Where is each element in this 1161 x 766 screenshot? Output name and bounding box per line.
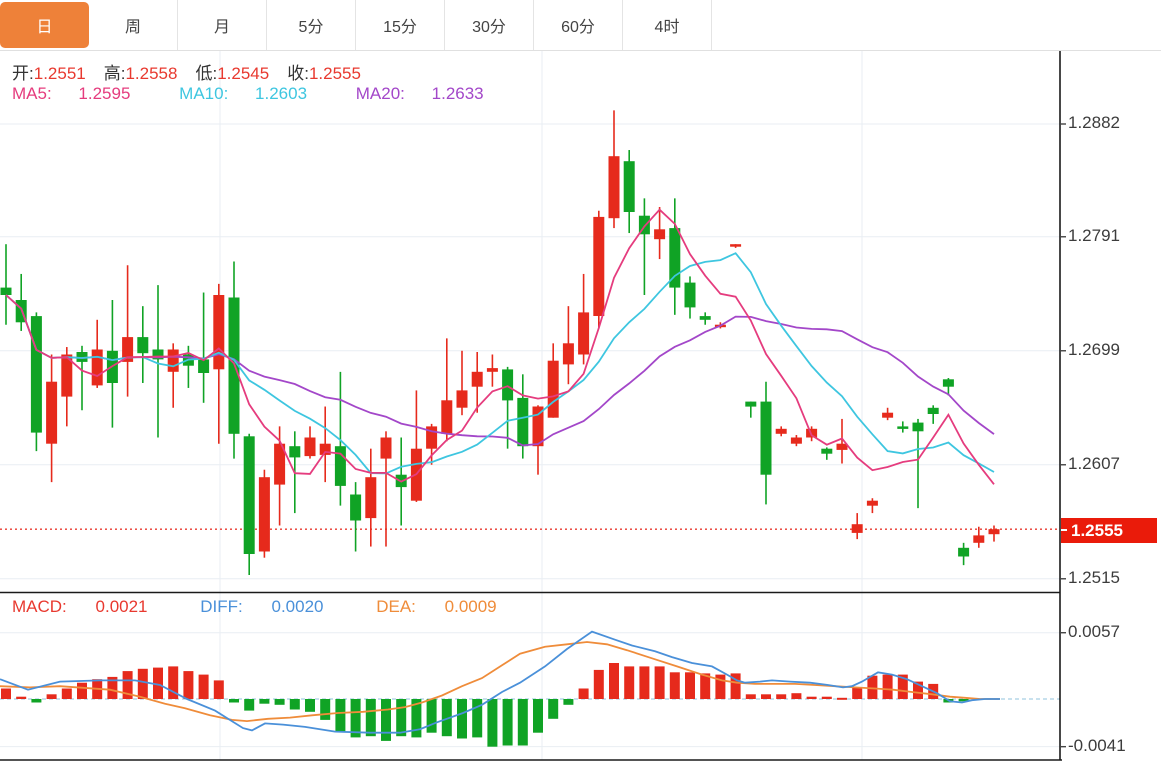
ma20-legend: MA20: 1.2633 (355, 84, 484, 103)
ohlc-header: 开:1.2551 高:1.2558 低:1.2545 收:1.2555 (12, 59, 379, 84)
close-value: 1.2555 (308, 64, 361, 83)
tab-15min[interactable]: 15分 (356, 0, 445, 50)
ma5-line (5, 208, 995, 485)
y-axis-label-1: 1.2882 (1068, 113, 1120, 132)
high-value: 1.2558 (125, 64, 178, 83)
macd-axis-label-1: 0.0057 (1068, 622, 1120, 641)
tab-month[interactable]: 月 (178, 0, 267, 50)
diff-legend: DIFF: 0.0020 (200, 597, 324, 616)
open-value: 1.2551 (33, 64, 86, 83)
dea-legend: DEA: 0.0009 (376, 597, 497, 616)
timeframe-tabbar: 日 周 月 5分 15分 30分 60分 4时 (0, 0, 1161, 51)
ma10-legend: MA10: 1.2603 (179, 84, 308, 103)
tab-day[interactable]: 日 (0, 2, 89, 48)
tab-60min[interactable]: 60分 (534, 0, 623, 50)
macd-axis-label-2: -0.0041 (1068, 736, 1126, 755)
low-label: 低: (195, 64, 218, 83)
tab-4hour[interactable]: 4时 (623, 0, 712, 50)
candles (0, 110, 1000, 576)
low-value: 1.2545 (217, 64, 270, 83)
macd-header: MACD: 0.0021 DIFF: 0.0020 DEA: 0.0009 (12, 597, 545, 617)
y-axis-label-4: 1.2607 (1068, 454, 1120, 473)
axis-borders (0, 50, 1066, 761)
tab-week[interactable]: 周 (89, 0, 178, 50)
ma10-line (5, 252, 995, 475)
y-axis-label-2: 1.2791 (1068, 226, 1120, 245)
y-axis-label-5: 1.2515 (1068, 568, 1120, 587)
y-axis-label-3: 1.2699 (1068, 340, 1120, 359)
diff-line (0, 630, 1000, 734)
current-price-badge: 1.2555 (1061, 518, 1157, 543)
tab-5min[interactable]: 5分 (267, 0, 356, 50)
gridlines (0, 50, 1060, 760)
open-label: 开: (12, 64, 34, 83)
ma5-legend: MA5: 1.2595 (12, 84, 131, 103)
tab-30min[interactable]: 30分 (445, 0, 534, 50)
macd-histogram (1, 663, 969, 747)
macd-legend: MACD: 0.0021 (12, 597, 148, 616)
ma20-line (5, 294, 995, 447)
price-tick (1061, 529, 1067, 532)
high-label: 高: (103, 64, 126, 83)
ma-header: MA5: 1.2595 MA10: 1.2603 MA20: 1.2633 (12, 84, 528, 104)
close-label: 收: (287, 64, 309, 83)
dea-line (0, 641, 1000, 723)
